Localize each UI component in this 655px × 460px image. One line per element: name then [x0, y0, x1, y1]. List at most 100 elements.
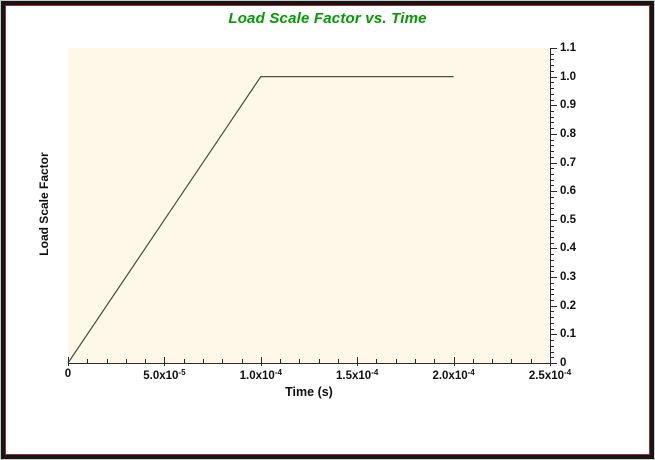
x-minor-tick: [241, 359, 243, 363]
x-minor-tick: [202, 359, 204, 363]
chart-title: Load Scale Factor vs. Time: [228, 10, 427, 27]
x-tick: [68, 357, 69, 366]
x-minor-tick: [125, 359, 127, 363]
x-minor-tick: [299, 359, 301, 363]
x-minor-tick: [337, 359, 339, 363]
y-tick-label: 0.3: [560, 271, 576, 284]
y-minor-tick: [551, 88, 554, 90]
y-minor-tick: [551, 99, 554, 101]
y-minor-tick: [551, 265, 554, 267]
x-tick-exponent: -4: [564, 368, 572, 377]
y-minor-tick: [551, 294, 554, 296]
x-tick-exponent: -5: [178, 368, 186, 377]
y-minor-tick: [551, 231, 554, 233]
x-axis-title: Time (s): [285, 385, 333, 399]
x-minor-tick: [318, 359, 320, 363]
x-tick: [357, 357, 359, 366]
y-minor-tick: [551, 300, 554, 301]
y-tick: [551, 133, 557, 135]
x-minor-tick: [145, 359, 147, 363]
y-tick-label: 0.2: [560, 299, 576, 312]
y-tick-label: 0.4: [560, 242, 576, 255]
y-minor-tick: [551, 259, 554, 261]
y-minor-tick: [551, 139, 554, 141]
y-tick: [551, 334, 557, 336]
y-minor-tick: [551, 174, 554, 175]
x-minor-tick: [472, 359, 474, 363]
y-minor-tick: [551, 53, 554, 55]
y-tick-label: 0.5: [560, 213, 576, 226]
y-tick: [551, 105, 557, 107]
x-tick: [164, 357, 166, 366]
y-tick-label: 1.1: [560, 42, 576, 54]
y-minor-tick: [551, 208, 554, 210]
y-tick: [551, 219, 557, 221]
x-tick: [453, 357, 455, 366]
x-minor-tick: [530, 359, 532, 363]
y-tick-label: 0.9: [560, 99, 576, 112]
y-tick: [551, 76, 557, 78]
y-minor-tick: [551, 328, 554, 330]
y-minor-tick: [551, 288, 554, 290]
y-minor-tick: [551, 156, 554, 158]
y-tick-label: 0: [560, 357, 567, 369]
y-tick: [551, 363, 557, 364]
y-minor-tick: [551, 179, 554, 181]
y-minor-tick: [551, 151, 554, 153]
y-tick: [551, 277, 557, 279]
x-tick-label: 0: [64, 368, 72, 380]
y-minor-tick: [551, 237, 554, 238]
y-tick-label: 1.0: [560, 70, 576, 83]
y-minor-tick: [551, 214, 554, 216]
x-tick-exponent: -4: [467, 368, 475, 377]
y-tick: [551, 305, 557, 307]
x-minor-tick: [492, 359, 494, 363]
y-minor-tick: [551, 340, 554, 342]
y-tick-label: 0.7: [560, 156, 576, 169]
y-minor-tick: [551, 116, 554, 118]
x-minor-tick: [415, 359, 417, 363]
load-scale-factor-line: [67, 76, 454, 364]
x-tick-exponent: -4: [371, 368, 379, 377]
y-minor-tick: [551, 345, 554, 347]
x-tick-label: 1.0x10-4: [239, 368, 282, 382]
x-minor-tick: [434, 359, 436, 363]
y-tick: [551, 48, 557, 49]
y-axis-title: Load Scale Factor: [37, 152, 51, 256]
chart-canvas: Load Scale Factor vs. Time 0 5.0x10-5 1.0x…: [5, 5, 650, 455]
y-minor-tick: [551, 122, 554, 124]
y-minor-tick: [551, 271, 554, 273]
x-minor-tick: [511, 359, 513, 363]
y-minor-tick: [551, 254, 554, 256]
x-tick-label: 5.0x10-5: [143, 368, 186, 382]
y-tick: [551, 248, 557, 250]
y-minor-tick: [551, 145, 554, 147]
x-tick-label: 2.5x10-4: [528, 368, 572, 382]
plot-area: 0 5.0x10-5 1.0x10-4 1.5x10-4 2.0x10-4 2.5x10-…: [65, 42, 576, 382]
y-tick-label: 0.1: [560, 328, 576, 341]
y-tick: [551, 191, 557, 193]
y-minor-tick: [551, 317, 554, 319]
x-minor-tick: [106, 359, 108, 363]
y-minor-tick: [551, 128, 554, 130]
y-minor-tick: [551, 168, 554, 170]
x-tick-label: 2.0x10-4: [432, 368, 475, 382]
y-minor-tick: [551, 70, 554, 72]
y-minor-tick: [551, 242, 554, 244]
y-minor-tick: [551, 282, 554, 284]
y-minor-tick: [551, 65, 554, 67]
y-minor-tick: [551, 185, 554, 187]
x-tick: [550, 357, 551, 366]
y-minor-tick: [551, 82, 554, 84]
x-tick-label: 1.5x10-4: [336, 368, 379, 382]
x-minor-tick: [280, 359, 282, 363]
data-line-layer: [67, 76, 454, 364]
x-minor-tick: [222, 359, 224, 363]
y-minor-tick: [551, 59, 554, 61]
x-minor-tick: [183, 359, 185, 363]
y-tick: [551, 162, 557, 164]
y-minor-tick: [551, 357, 554, 359]
y-minor-tick: [551, 322, 554, 324]
y-minor-tick: [551, 351, 554, 353]
